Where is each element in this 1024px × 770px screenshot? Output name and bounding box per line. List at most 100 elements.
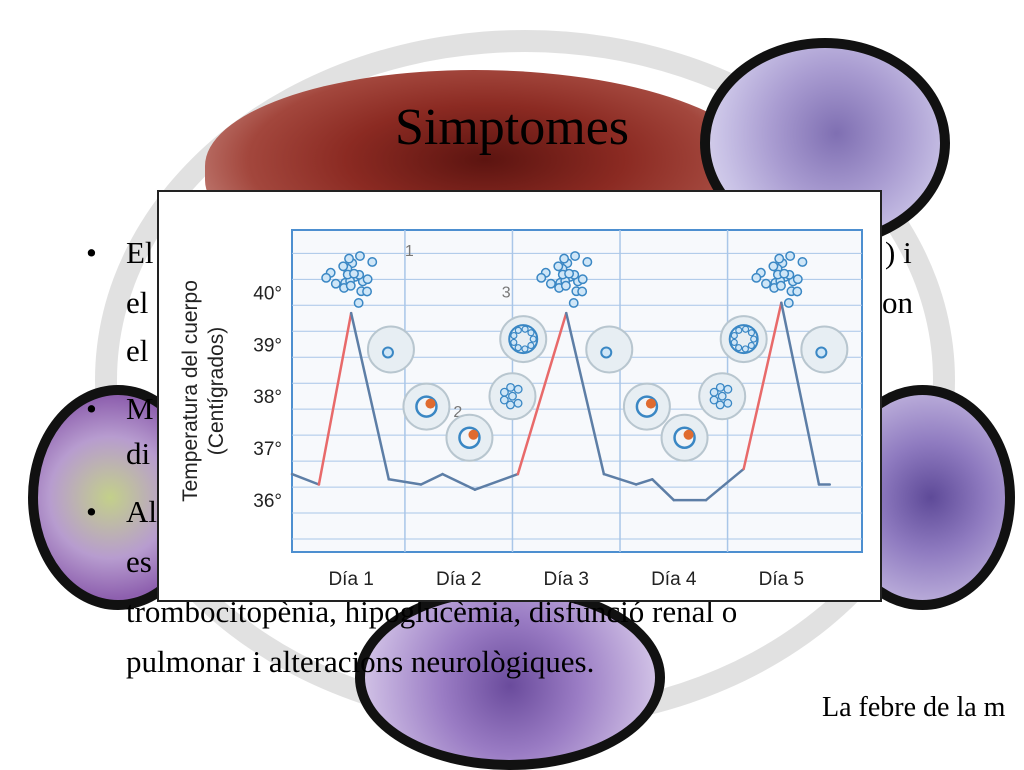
merozoite-icon (741, 325, 750, 333)
y-tick-label: 40° (253, 283, 282, 304)
merozoite-icon (514, 326, 522, 334)
bullet-1-line-2-tail: on (882, 285, 913, 320)
merozoite-icon (709, 395, 719, 405)
red-cell-icon (499, 315, 548, 364)
temperature-line-segment (602, 472, 638, 486)
x-tick-label: Día 3 (544, 569, 589, 590)
merozoite-icon (514, 344, 522, 352)
bullet-marker: • (86, 494, 97, 529)
y-axis-label-line-1: Temperatura del cuerpo (179, 280, 202, 502)
merozoite-icon (761, 278, 771, 289)
annotation-number: 3 (502, 285, 511, 302)
source-caption: La febre de la m (822, 692, 1006, 723)
x-tick-label: Día 1 (328, 569, 373, 590)
ring-parasite-icon (815, 346, 828, 359)
merozoite-icon (521, 345, 529, 353)
merozoite-icon (723, 398, 733, 408)
x-tick-label: Día 4 (651, 569, 697, 590)
temperature-line-segment (704, 467, 745, 502)
y-tick-label: 39° (253, 335, 282, 356)
merozoite-icon (362, 274, 373, 285)
merozoite-icon (717, 391, 727, 401)
merozoite-icon (553, 261, 564, 272)
bullet-2-line-1: M (126, 391, 154, 426)
bullet-marker: • (86, 391, 97, 426)
merozoite-icon (536, 272, 547, 283)
merozoite-icon (741, 345, 749, 353)
y-tick-label: 38° (253, 387, 282, 408)
temperature-line-segment (780, 301, 821, 486)
fever-chart-card: 40° 39° 38° 37° 36° Temperatura del cuerpo (Ce… (157, 190, 882, 602)
merozoite-icon (345, 280, 356, 291)
parasite-cell-image-bottom (355, 585, 665, 770)
merozoite-icon (730, 338, 738, 347)
merozoite-icon (715, 382, 725, 392)
merozoite-icon (527, 341, 535, 350)
merozoite-icon (355, 251, 365, 261)
merozoite-icon (564, 268, 575, 279)
merozoite-icon (545, 278, 556, 289)
merozoite-icon (774, 253, 785, 264)
slide-title: Simptomes (394, 99, 630, 156)
merozoite-icon (792, 286, 803, 297)
merozoite-icon (570, 251, 581, 261)
ring-parasite-icon (600, 346, 613, 359)
merozoite-icon (568, 298, 579, 308)
parasite-nucleus-icon (683, 429, 694, 440)
parasite-nucleus-icon (645, 398, 656, 409)
bullet-3-line-1: Al (126, 494, 157, 529)
merozoite-icon (510, 331, 518, 340)
bullet-1-line-3: el (126, 333, 149, 368)
y-tick-label: 36° (253, 491, 282, 512)
merozoite-icon (715, 400, 725, 410)
ring-parasite-icon (381, 346, 394, 359)
merozoite-icon (330, 278, 341, 289)
temperature-line-segment (564, 311, 606, 476)
temperature-line-segment (441, 472, 477, 491)
bullet-1-line-2: el (126, 285, 149, 320)
parasite-nucleus-icon (425, 398, 436, 409)
merozoite-icon (529, 335, 537, 343)
merozoite-icon (508, 391, 517, 401)
merozoite-icon (321, 272, 332, 283)
temperature-line-segment (651, 478, 676, 502)
merozoite-icon (513, 398, 523, 408)
merozoite-icon (353, 298, 364, 308)
merozoite-icon (735, 344, 743, 352)
temperature-line-segment (473, 472, 520, 491)
temperature-line-segment (516, 311, 568, 476)
merozoite-icon (785, 251, 796, 261)
temperature-line-segment (387, 478, 423, 486)
fever-chart: 40° 39° 38° 37° 36° Temperatura del cuerpo (Ce… (179, 229, 863, 590)
merozoite-icon (344, 253, 354, 264)
merozoite-icon (505, 400, 515, 410)
annotation-number: 2 (453, 404, 462, 421)
merozoite-icon (577, 286, 588, 297)
merozoite-icon (797, 257, 808, 267)
merozoite-icon (730, 331, 738, 340)
bullet-2-line-2: di (126, 436, 151, 471)
y-axis-label-line-2: (Centígrados) (205, 327, 228, 455)
merozoite-icon (506, 382, 516, 392)
bullet-3-line-2: es (126, 544, 152, 579)
merozoite-icon (750, 335, 758, 343)
merozoite-icon (751, 272, 762, 283)
merozoite-icon (338, 261, 349, 272)
merozoite-icon (783, 298, 794, 308)
temperature-line-segment (742, 301, 783, 471)
merozoite-icon (499, 387, 509, 397)
temperature-line-segment (634, 478, 654, 486)
parasite-nucleus-icon (468, 429, 479, 440)
x-tick-label: Día 2 (436, 569, 481, 590)
merozoite-icon (776, 280, 786, 291)
red-cell-icon (719, 315, 768, 364)
merozoite-icon (747, 329, 756, 337)
merozoite-icon (559, 253, 570, 264)
merozoite-icon (560, 280, 571, 291)
merozoite-icon (362, 286, 372, 297)
merozoite-icon (521, 325, 529, 333)
merozoite-icon (709, 387, 719, 397)
merozoite-icon (499, 395, 509, 405)
merozoite-icon (513, 384, 523, 394)
bullet-marker: • (86, 235, 97, 270)
